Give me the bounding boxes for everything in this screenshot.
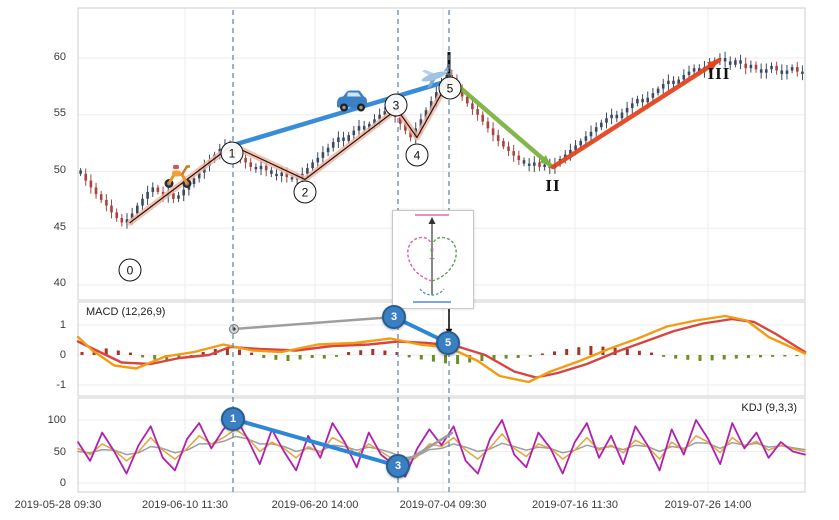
macd-marker-5: 5 <box>436 331 460 355</box>
xtick-3: 2019-07-04 09:30 <box>399 499 487 511</box>
wave-overlays <box>127 52 722 226</box>
xtick-1: 2019-06-10 11:30 <box>141 499 229 511</box>
kdj-label: KDJ (9,3,3) <box>741 402 797 414</box>
wave-degree-III: III <box>707 64 731 83</box>
price-ytick-50: 50 <box>53 164 66 176</box>
wave-point-4: 4 <box>405 143 429 167</box>
wave-point-1: 1 <box>220 141 244 165</box>
kdj-ytick-50: 50 <box>53 446 66 458</box>
price-ytick-60: 60 <box>53 51 66 63</box>
wave-point-3: 3 <box>384 93 408 117</box>
kdj-ytick-0: 0 <box>59 477 66 489</box>
macd-ytick-1: 1 <box>59 319 66 331</box>
price-ytick-55: 55 <box>53 107 66 119</box>
kdj-marker-3: 3 <box>386 454 410 478</box>
xtick-4: 2019-07-16 11:30 <box>531 499 619 511</box>
macd-ytick-0: 0 <box>59 349 66 361</box>
price-ytick-40: 40 <box>53 277 66 289</box>
macd-marker-3: 3 <box>382 305 406 329</box>
airplane-icon <box>416 62 452 97</box>
price-ytick-45: 45 <box>53 221 66 233</box>
rollercoaster-inset <box>392 210 474 309</box>
car-icon <box>333 88 371 119</box>
xtick-0: 2019-05-28 09:30 <box>14 499 102 511</box>
kdj-ytick-100: 100 <box>47 414 66 426</box>
kdj-marker-1: 1 <box>221 407 245 431</box>
wave-degree-II: II <box>545 176 561 195</box>
kdj-lines <box>77 415 806 478</box>
scooter-icon <box>161 160 195 195</box>
wave-point-5: 5 <box>438 76 462 100</box>
wave-point-0: 0 <box>118 258 142 282</box>
rollercoaster-sketch <box>407 214 457 303</box>
macd-ytick-n1: -1 <box>56 379 66 391</box>
wave-point-2: 2 <box>293 180 317 204</box>
xtick-2: 2019-06-20 14:00 <box>271 499 359 511</box>
macd-label: MACD (12,26,9) <box>86 306 166 318</box>
xtick-5: 2019-07-26 14:00 <box>664 499 752 511</box>
